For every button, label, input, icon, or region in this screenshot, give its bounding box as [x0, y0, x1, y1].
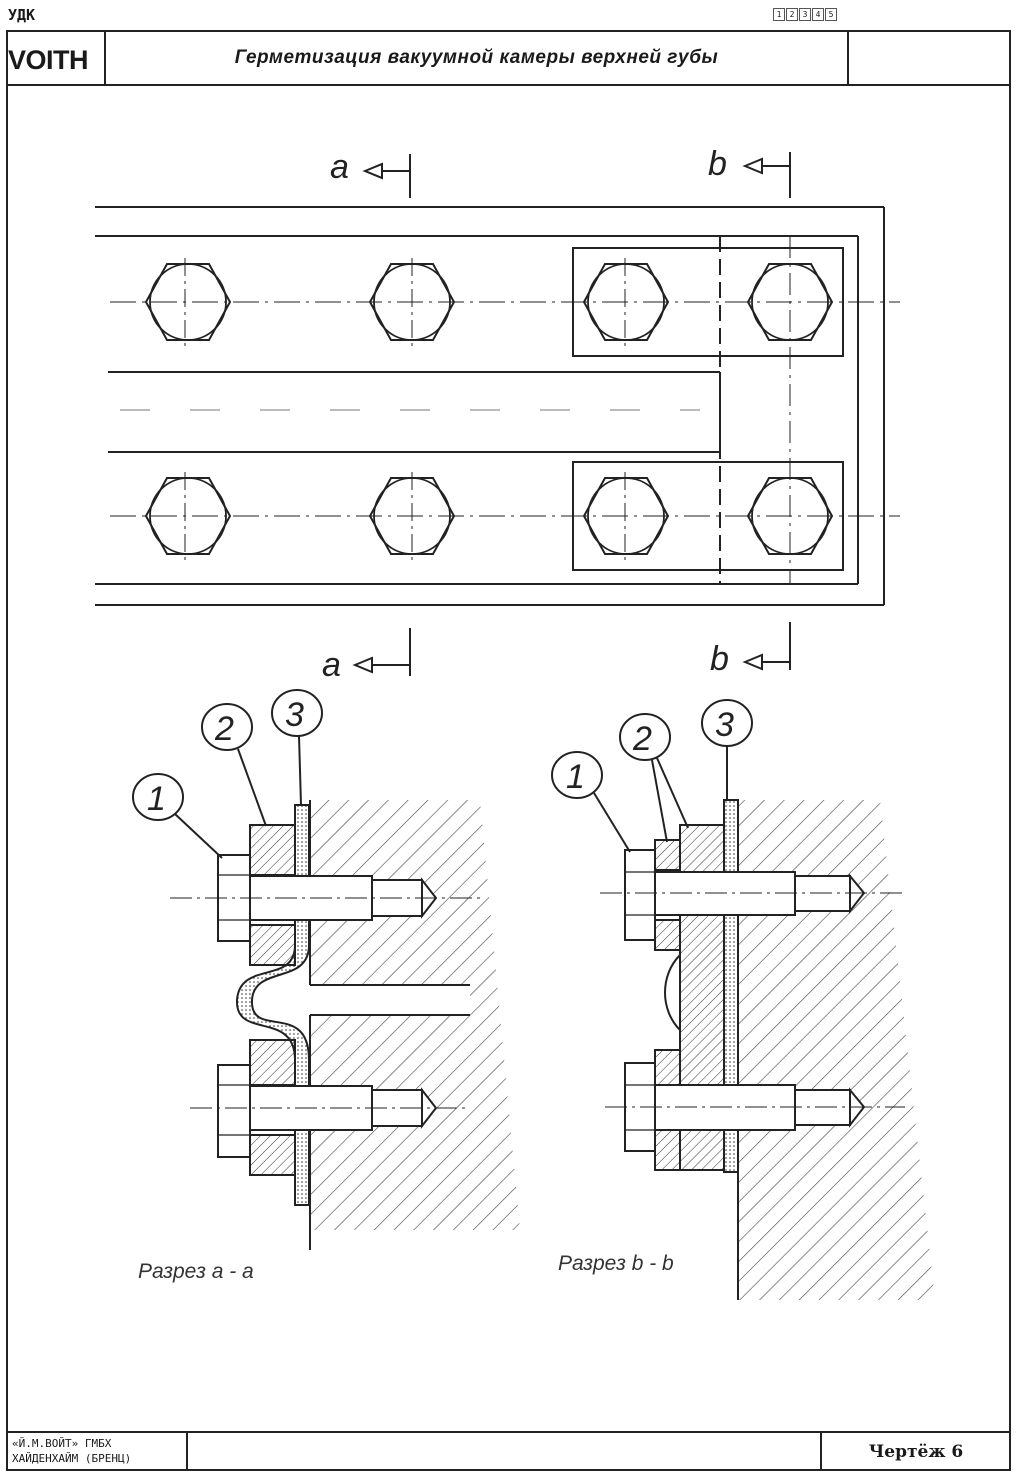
- page-mark: 3: [799, 8, 811, 21]
- brand-logo: VOITH: [8, 45, 89, 75]
- section-letter: a: [330, 148, 349, 186]
- page-mark: 4: [812, 8, 824, 21]
- callout-1: 1: [147, 780, 166, 818]
- company-name: «Й.М.ВОЙТ» ГМБХ: [12, 1437, 112, 1450]
- title-block-divider: [104, 30, 106, 86]
- section-b-caption: Разрез b - b: [558, 1252, 674, 1275]
- company-block: «Й.М.ВОЙТ» ГМБХ ХАЙДЕНХАЙМ (БРЕНЦ): [12, 1436, 184, 1466]
- page-mark: 2: [786, 8, 798, 21]
- footer-divider: [6, 1431, 1011, 1433]
- company-location: ХАЙДЕНХАЙМ (БРЕНЦ): [12, 1452, 132, 1465]
- section-a-a-view: [170, 800, 520, 1250]
- drawing-title: Герметизация вакуумной камеры верхней гу…: [234, 47, 719, 68]
- page-marks: 1 2 3 4 5: [773, 8, 837, 21]
- callouts-b: [551, 699, 753, 853]
- drawing-number: Чертёж 6: [868, 1442, 964, 1462]
- page-mark: 1: [773, 8, 785, 21]
- callout-2: 2: [632, 720, 652, 758]
- section-marker-a-top: a: [330, 148, 411, 198]
- footer-divider: [186, 1431, 188, 1471]
- callout-1: 1: [566, 758, 585, 796]
- page-mark: 5: [825, 8, 837, 21]
- plan-view: [95, 206, 900, 606]
- section-marker-a-bottom: a: [322, 628, 411, 684]
- section-a-caption: Разрез a - a: [138, 1260, 254, 1283]
- section-marker-b-bottom: b: [710, 622, 791, 678]
- footer-divider: [820, 1431, 822, 1471]
- callout-3: 3: [285, 696, 304, 734]
- title-block: [6, 30, 1011, 86]
- sheet-frame: [6, 30, 1011, 1471]
- callouts-a: [132, 689, 323, 859]
- udk-label: УДК: [8, 6, 36, 24]
- section-b-b-view: [600, 799, 935, 1300]
- title-block-divider: [847, 30, 849, 86]
- section-letter: b: [708, 145, 727, 183]
- callout-2: 2: [214, 710, 234, 748]
- section-marker-b-top: b: [708, 145, 791, 198]
- section-letter: b: [710, 640, 729, 678]
- section-letter: a: [322, 646, 341, 684]
- callout-3: 3: [715, 706, 734, 744]
